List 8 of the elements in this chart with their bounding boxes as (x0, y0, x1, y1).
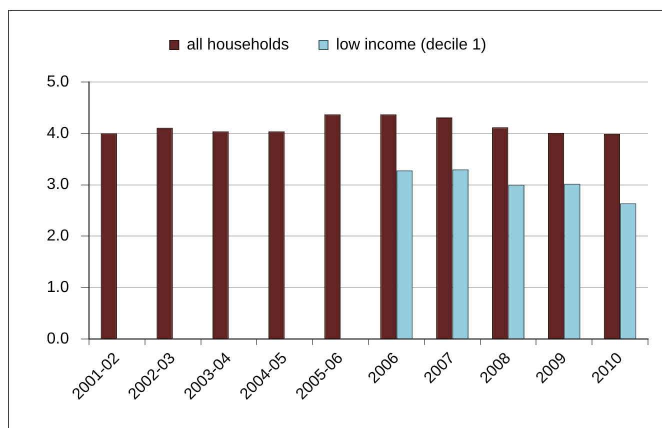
legend-label: all households (186, 36, 290, 54)
y-tick-label: 1.0 (46, 279, 70, 296)
y-tick-label: 4.0 (46, 124, 70, 142)
y-tick-label: 2.0 (46, 228, 70, 245)
y-tick-label: 3.0 (46, 176, 70, 194)
y-tick-label: 0.0 (46, 330, 70, 348)
y-tick-label: 5.0 (46, 73, 70, 90)
legend-label: low income (decile 1) (336, 36, 486, 54)
